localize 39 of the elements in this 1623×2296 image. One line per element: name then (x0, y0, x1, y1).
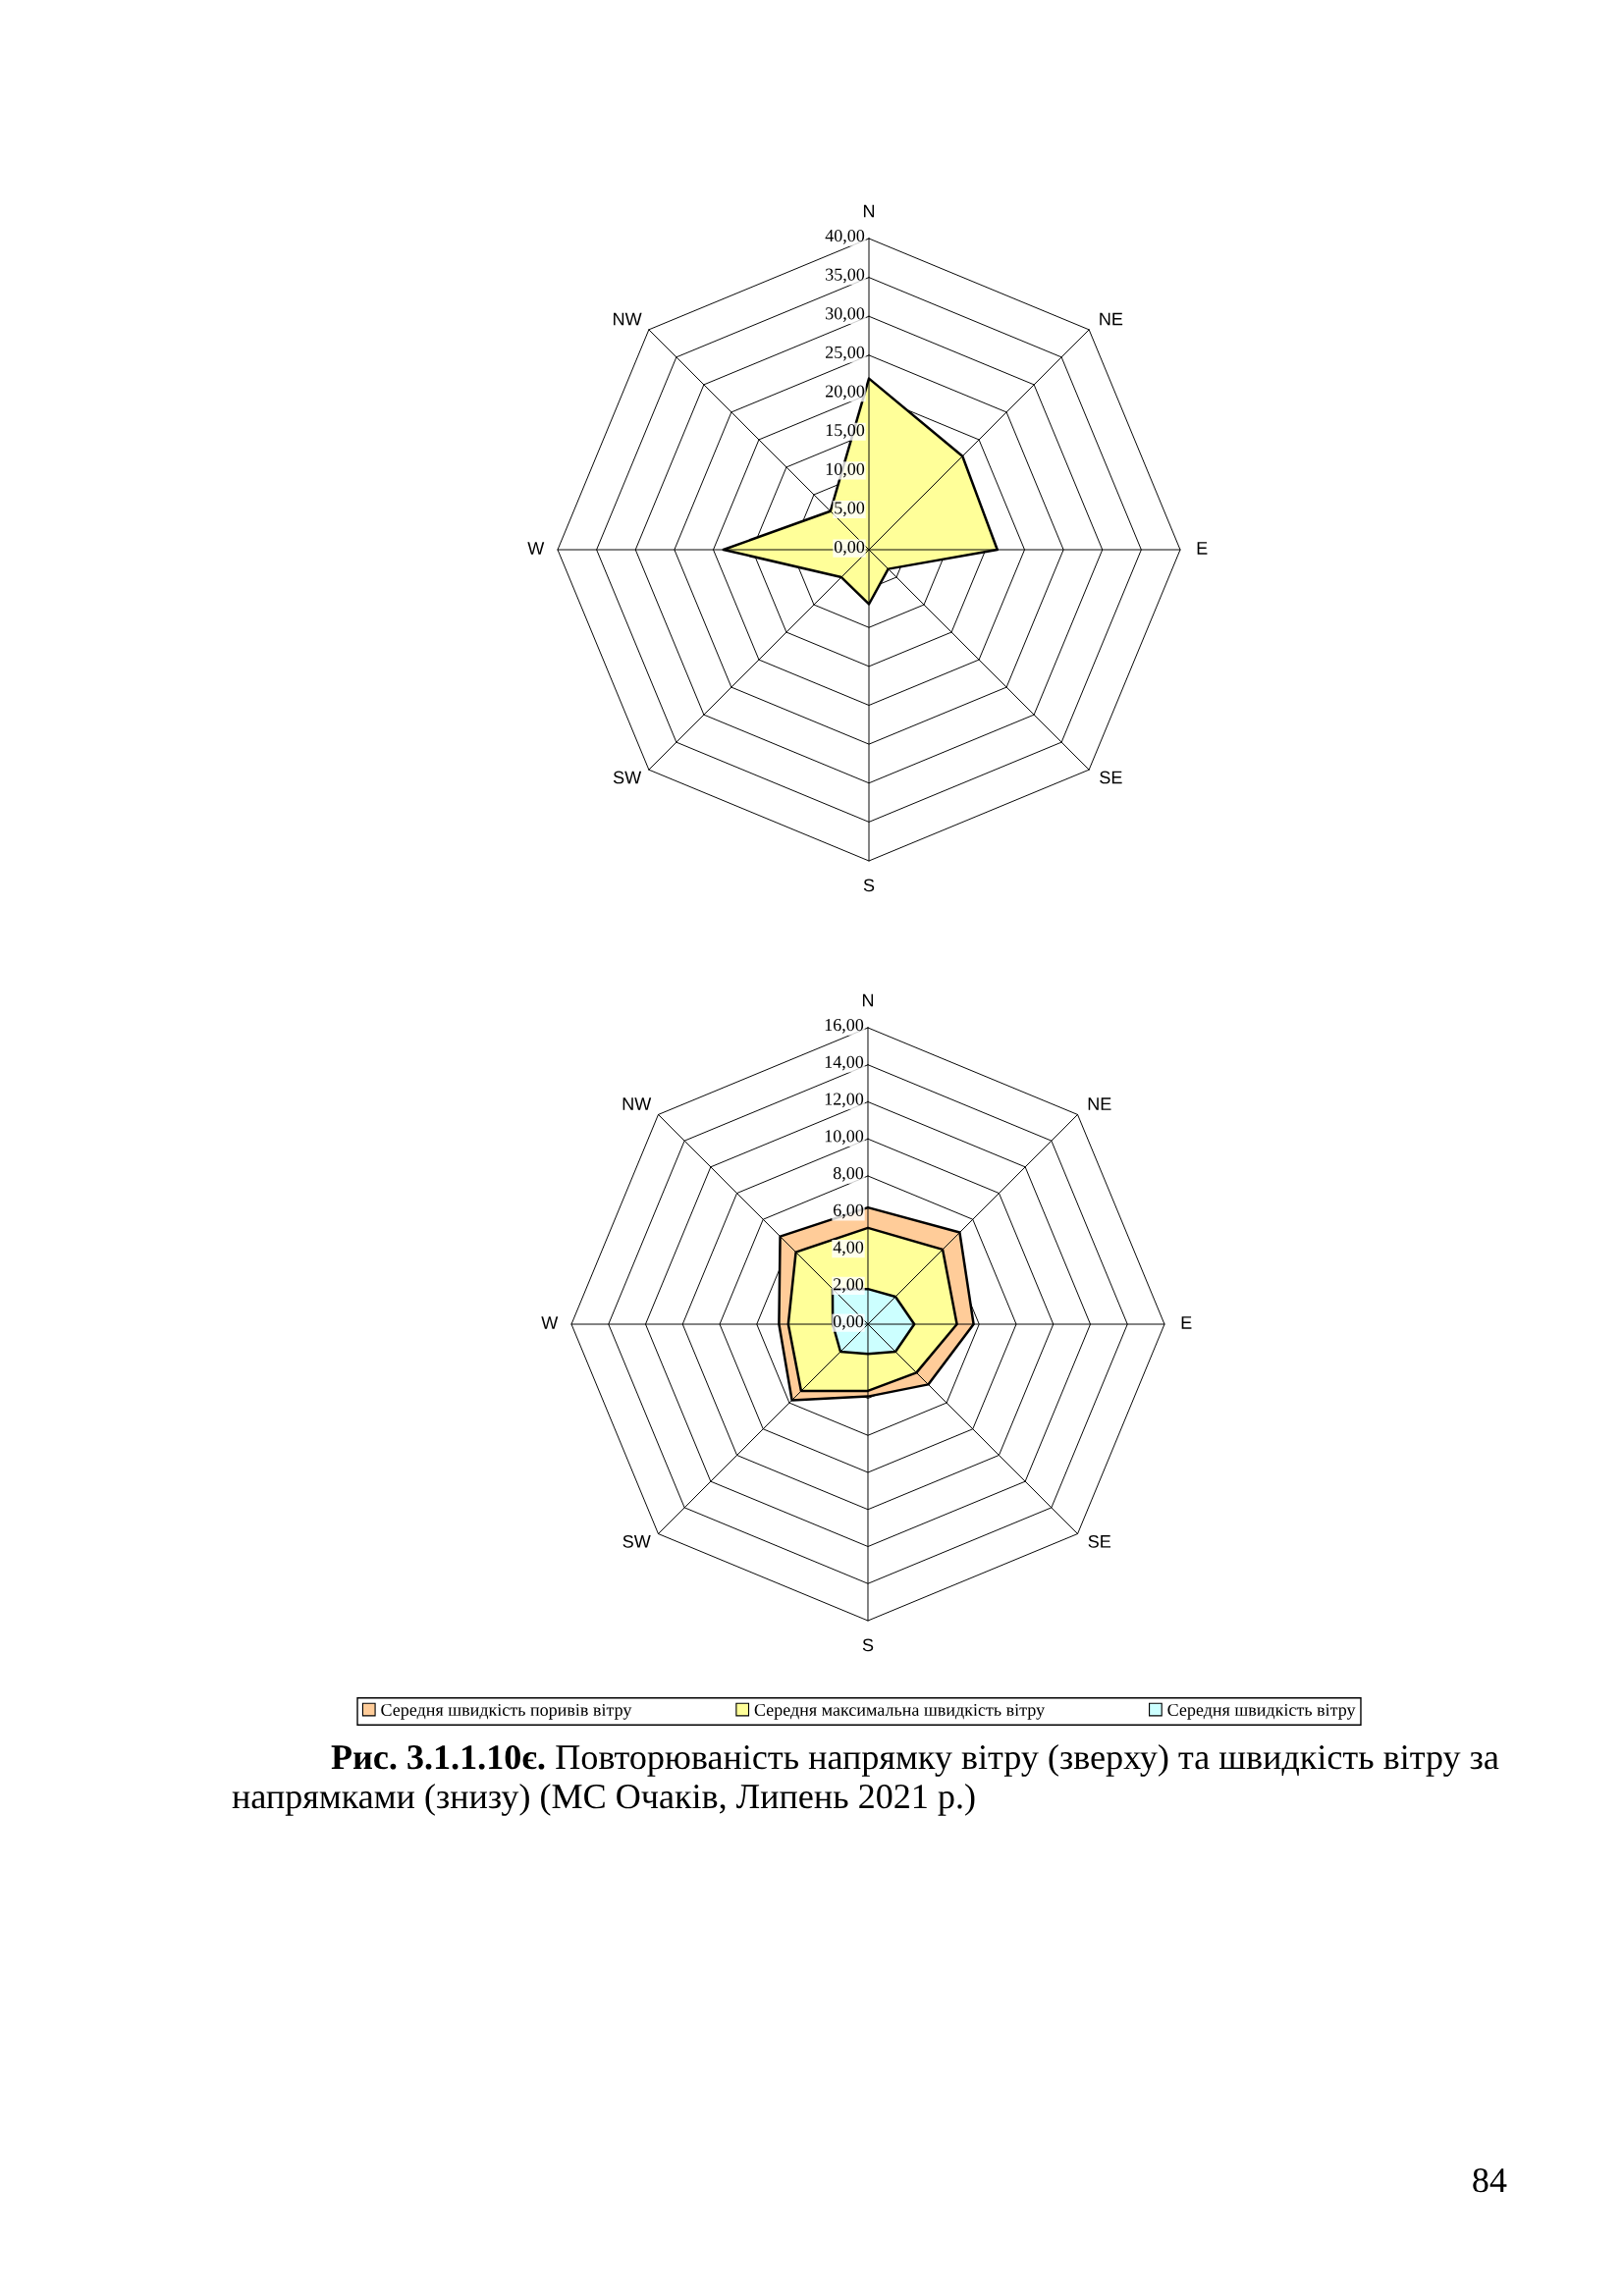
y-tick-label: 20,00 (826, 385, 865, 400)
y-tick-label: 10,00 (825, 1130, 864, 1145)
legend-label: Середня максимальна швидкість вітру (754, 1703, 1046, 1720)
spoke-label: NE (1100, 312, 1123, 326)
spoke-label: SW (613, 771, 642, 784)
spoke-label: NW (614, 312, 642, 326)
spoke-label: N (862, 993, 874, 1007)
y-tick-label: 0,00 (833, 1314, 864, 1330)
y-tick-label: 12,00 (825, 1093, 864, 1108)
legend-label: Середня швидкість вітру (1167, 1703, 1356, 1720)
y-tick-label: 30,00 (826, 307, 865, 322)
text: 84 (1473, 2167, 1507, 2193)
spoke-label: E (1197, 542, 1208, 555)
y-tick-label: 8,00 (833, 1166, 864, 1182)
y-tick-label: 10,00 (826, 462, 865, 478)
spoke-label: N (863, 204, 875, 218)
spoke-label: S (863, 879, 875, 892)
y-tick-label: 14,00 (825, 1055, 864, 1071)
spoke-label: SE (1088, 1534, 1111, 1548)
text: Рис. 3.1.1.10є. (331, 1744, 545, 1770)
y-tick-label: 16,00 (825, 1018, 864, 1034)
y-tick-label: 15,00 (826, 424, 865, 439)
y-tick-label: 40,00 (825, 229, 865, 244)
y-tick-label: 6,00 (834, 1203, 864, 1219)
spoke-label: SE (1100, 771, 1122, 784)
legend-label: Середня швидкість поривів вітру (381, 1703, 632, 1720)
spoke-label: NE (1088, 1097, 1111, 1110)
y-tick-label: 25,00 (826, 346, 865, 361)
spoke-label: NW (622, 1097, 652, 1110)
y-tick-label: 35,00 (826, 268, 865, 284)
spoke-label: E (1181, 1316, 1192, 1329)
spoke-label: SW (622, 1534, 651, 1548)
y-tick-label: 5,00 (835, 502, 865, 517)
spoke-label: W (541, 1316, 559, 1329)
y-tick-label: 2,00 (834, 1278, 864, 1293)
y-tick-label: 4,00 (833, 1241, 864, 1256)
spoke-label: S (862, 1638, 874, 1652)
spoke-label: W (527, 542, 545, 555)
y-tick-label: 0,00 (834, 540, 865, 556)
